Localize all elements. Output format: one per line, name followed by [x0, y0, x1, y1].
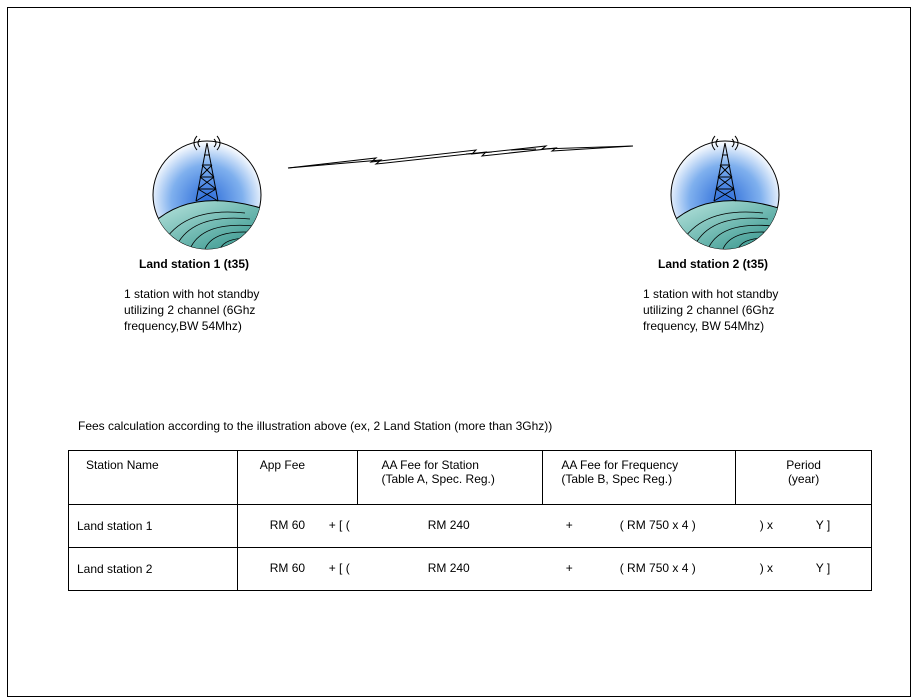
formula-operator: ) x — [759, 561, 774, 575]
frequency-fee-value: ( RM 750 x 4 ) — [619, 561, 696, 575]
station-description: 1 station with hot standby utilizing 2 c… — [643, 286, 843, 334]
header-aa-fee-frequency: AA Fee for Frequency (Table B, Spec Reg.… — [542, 450, 737, 505]
station-fee-value: RM 240 — [427, 561, 470, 575]
station-description-line: utilizing 2 channel (6Ghz — [124, 303, 256, 317]
station-description-line: frequency,BW 54Mhz) — [124, 319, 242, 333]
header-line: AA Fee for Station — [381, 458, 479, 472]
header-period: Period (year) — [735, 450, 872, 505]
formula-operator: + — [565, 561, 573, 575]
station-description-line: frequency, BW 54Mhz) — [643, 319, 765, 333]
app-fee-value: RM 60 — [269, 518, 306, 532]
fees-table: Station Name App Fee AA Fee for Station … — [68, 450, 873, 591]
station-description-line: utilizing 2 channel (6Ghz — [643, 303, 775, 317]
header-line: (year) — [787, 472, 820, 486]
formula-operator: + [ ( — [328, 518, 350, 532]
station-title: Land station 2 (t35) — [658, 257, 769, 271]
header-app-fee: App Fee — [236, 450, 358, 505]
page-frame — [7, 7, 911, 697]
formula-operator: + [ ( — [328, 561, 350, 575]
header-line: AA Fee for Frequency — [561, 458, 679, 472]
station-description: 1 station with hot standby utilizing 2 c… — [124, 286, 324, 334]
microwave-link-icon — [287, 145, 634, 169]
table-row: Land station 1 RM 60 + [ ( RM 240 + ( RM… — [68, 504, 873, 548]
table-row: Land station 2 RM 60 + [ ( RM 240 + ( RM… — [68, 547, 873, 591]
header-aa-fee-station: AA Fee for Station (Table A, Spec. Reg.) — [356, 450, 544, 505]
formula-operator: ) x — [759, 518, 774, 532]
app-fee-value: RM 60 — [269, 561, 306, 575]
header-line: Period — [786, 458, 821, 472]
radio-tower-icon — [152, 135, 262, 250]
frequency-fee-value: ( RM 750 x 4 ) — [619, 518, 696, 532]
row-station-name: Land station 1 — [68, 504, 238, 548]
station-description-line: 1 station with hot standby — [643, 287, 779, 301]
row-formula: RM 60 + [ ( RM 240 + ( RM 750 x 4 ) ) x … — [236, 504, 873, 548]
header-line: (Table B, Spec Reg.) — [561, 472, 673, 486]
header-line: (Table A, Spec. Reg.) — [381, 472, 495, 486]
formula-operator: + — [565, 518, 573, 532]
row-formula: RM 60 + [ ( RM 240 + ( RM 750 x 4 ) ) x … — [236, 547, 873, 591]
station-title: Land station 1 (t35) — [139, 257, 250, 271]
station-description-line: 1 station with hot standby — [124, 287, 260, 301]
period-value: Y ] — [815, 561, 831, 575]
period-value: Y ] — [815, 518, 831, 532]
fees-calculation-heading: Fees calculation according to the illust… — [78, 419, 553, 433]
radio-tower-icon — [670, 135, 780, 250]
header-station-name: Station Name — [68, 450, 238, 505]
station-fee-value: RM 240 — [427, 518, 470, 532]
table-header-row: Station Name App Fee AA Fee for Station … — [68, 450, 872, 505]
row-station-name: Land station 2 — [68, 547, 238, 591]
